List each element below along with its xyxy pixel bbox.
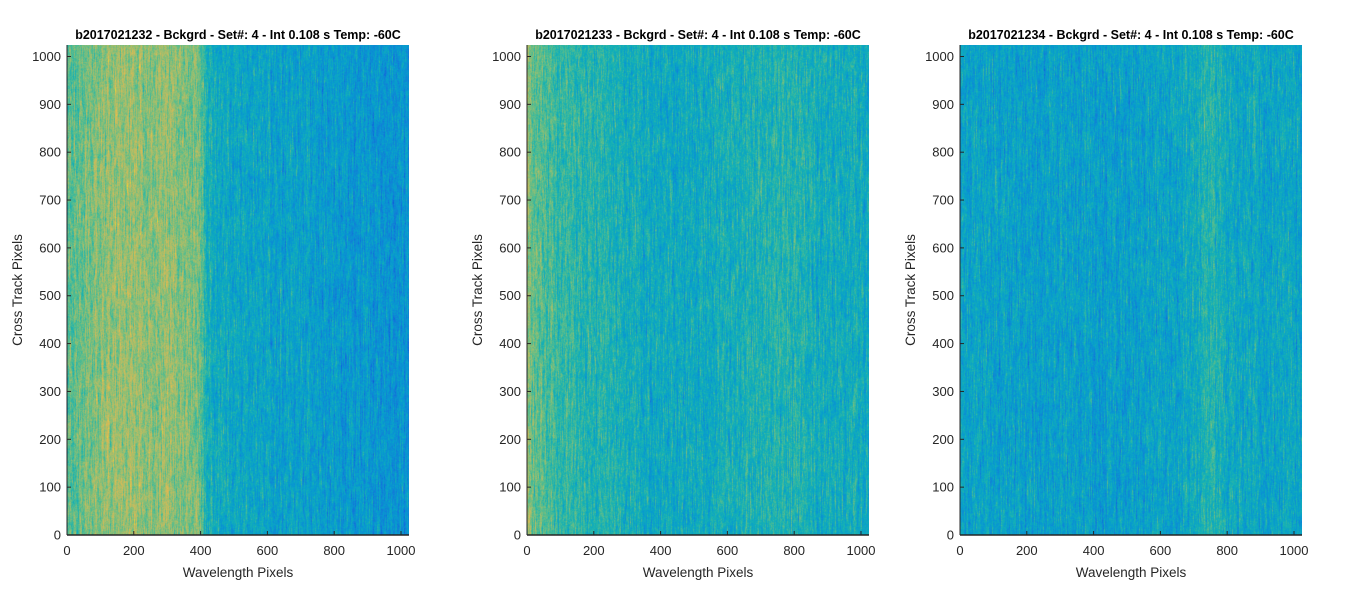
y-tick-label: 800 [932,145,954,160]
y-tick-label: 200 [499,432,521,447]
y-tick-label: 700 [932,193,954,208]
y-tick-label: 700 [499,193,521,208]
y-tick-label: 900 [932,97,954,112]
heatmap-image [960,45,1302,535]
heatmap-panel-3: b2017021234 - Bckgrd - Set#: 4 - Int 0.1… [903,28,1308,580]
y-tick-label: 600 [932,240,954,255]
y-tick-label: 800 [39,145,61,160]
chart-title: b2017021234 - Bckgrd - Set#: 4 - Int 0.1… [968,28,1294,42]
x-tick-label: 800 [783,543,805,558]
y-axis-label: Cross Track Pixels [10,234,25,346]
x-tick-label: 600 [717,543,739,558]
x-tick-label: 400 [190,543,212,558]
y-tick-label: 100 [932,480,954,495]
x-tick-label: 1000 [387,543,416,558]
x-tick-label: 0 [523,543,530,558]
y-tick-label: 300 [499,384,521,399]
y-tick-label: 800 [499,145,521,160]
x-tick-label: 0 [956,543,963,558]
y-tick-label: 1000 [32,49,61,64]
chart-title: b2017021233 - Bckgrd - Set#: 4 - Int 0.1… [535,28,861,42]
y-axis-label: Cross Track Pixels [903,234,918,346]
heatmap-image [67,45,409,535]
x-tick-label: 0 [63,543,70,558]
x-tick-label: 200 [123,543,145,558]
x-tick-label: 800 [1216,543,1238,558]
x-tick-label: 200 [583,543,605,558]
y-tick-label: 400 [932,336,954,351]
y-tick-label: 600 [499,240,521,255]
x-tick-label: 800 [323,543,345,558]
y-tick-label: 500 [499,288,521,303]
x-tick-label: 400 [1083,543,1105,558]
heatmap-image [527,45,869,535]
y-tick-label: 200 [39,432,61,447]
x-tick-label: 600 [257,543,279,558]
y-tick-label: 0 [947,528,954,543]
y-tick-label: 1000 [925,49,954,64]
y-tick-label: 900 [499,97,521,112]
x-tick-label: 400 [650,543,672,558]
y-tick-label: 1000 [492,49,521,64]
y-tick-label: 300 [39,384,61,399]
x-tick-label: 1000 [847,543,876,558]
x-tick-label: 1000 [1280,543,1309,558]
chart-title: b2017021232 - Bckgrd - Set#: 4 - Int 0.1… [75,28,401,42]
y-tick-label: 600 [39,240,61,255]
y-tick-label: 400 [39,336,61,351]
x-axis-label: Wavelength Pixels [183,565,294,580]
y-tick-label: 0 [54,528,61,543]
y-tick-label: 700 [39,193,61,208]
y-tick-label: 100 [499,480,521,495]
y-axis-label: Cross Track Pixels [470,234,485,346]
y-tick-label: 500 [932,288,954,303]
x-axis-label: Wavelength Pixels [643,565,754,580]
y-tick-label: 200 [932,432,954,447]
y-tick-label: 300 [932,384,954,399]
y-tick-label: 900 [39,97,61,112]
heatmap-panel-2: b2017021233 - Bckgrd - Set#: 4 - Int 0.1… [470,28,875,580]
heatmap-panel-1: b2017021232 - Bckgrd - Set#: 4 - Int 0.1… [10,28,415,580]
y-tick-label: 500 [39,288,61,303]
x-tick-label: 600 [1150,543,1172,558]
y-tick-label: 100 [39,480,61,495]
x-tick-label: 200 [1016,543,1038,558]
y-tick-label: 400 [499,336,521,351]
y-tick-label: 0 [514,528,521,543]
x-axis-label: Wavelength Pixels [1076,565,1187,580]
